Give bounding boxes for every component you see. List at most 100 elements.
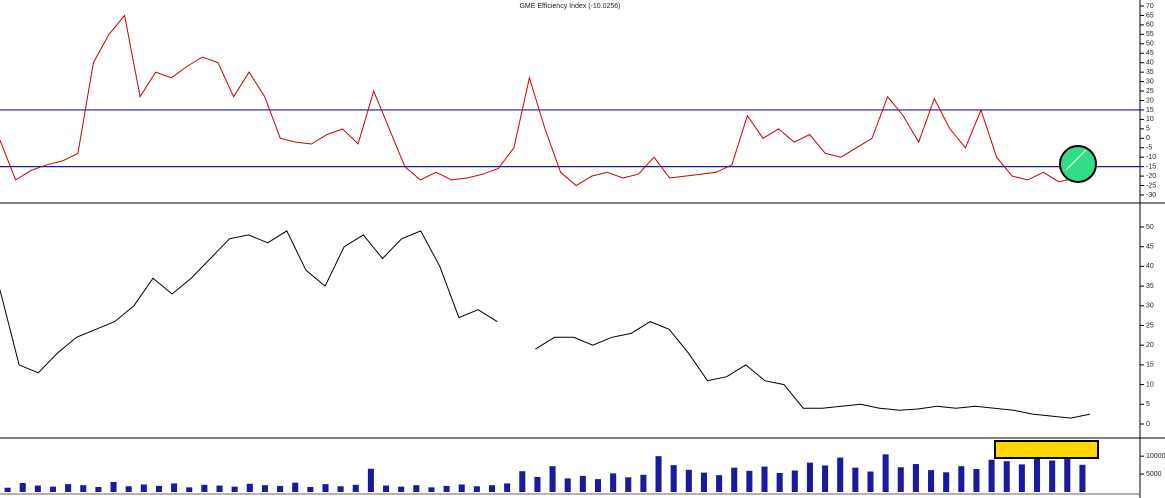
volume-bar xyxy=(519,471,526,492)
volume-bar xyxy=(413,485,420,492)
series-line xyxy=(0,230,1091,419)
volume-bar xyxy=(125,486,132,492)
volume-bar xyxy=(307,486,314,492)
volume-bar xyxy=(852,467,859,492)
volume-bar xyxy=(19,483,26,492)
y-tick-label: 35 xyxy=(1146,283,1154,290)
y-tick-label: 50 xyxy=(1146,41,1154,48)
volume-bar xyxy=(186,487,193,492)
arrow xyxy=(1065,149,1087,171)
volume-bar xyxy=(640,474,647,492)
volume-bar xyxy=(761,466,768,492)
volume-bar xyxy=(928,470,935,492)
volume-bar xyxy=(943,472,950,492)
volume-bar xyxy=(155,485,162,492)
volume-bar xyxy=(1049,460,1056,492)
volume-bar xyxy=(1064,459,1071,492)
volume-bar xyxy=(201,484,208,492)
volume-bar xyxy=(246,483,253,492)
volume-bar xyxy=(837,457,844,492)
volume-bar xyxy=(549,466,556,492)
volume-bar xyxy=(231,486,238,492)
marks: 7065605550454035302520151050-5-10-15-20-… xyxy=(0,3,1165,492)
volume-bar xyxy=(80,485,87,492)
volume-bar xyxy=(882,454,889,492)
y-tick-label: 30 xyxy=(1146,78,1154,85)
y-tick-label: 70 xyxy=(1146,3,1154,10)
volume-bar xyxy=(65,484,72,492)
volume-bar xyxy=(700,472,707,492)
volume-bar xyxy=(564,478,571,492)
volume-bar xyxy=(473,486,480,492)
y-tick-label: 60 xyxy=(1146,22,1154,29)
y-tick-label: 5000 xyxy=(1146,471,1162,478)
y-tick-label: -30 xyxy=(1146,192,1156,199)
volume-bar xyxy=(1033,456,1041,492)
volume-bar xyxy=(822,465,829,492)
y-tick-label: 20 xyxy=(1146,97,1154,104)
volume-bar xyxy=(579,475,586,492)
volume-bar xyxy=(988,459,995,492)
volume-bar xyxy=(322,484,329,492)
y-tick-label: 5 xyxy=(1146,401,1150,408)
volume-bar xyxy=(34,485,41,492)
y-tick-label: 5 xyxy=(1146,126,1150,133)
volume-bar xyxy=(49,486,57,492)
y-tick-label: 40 xyxy=(1146,60,1154,67)
volume-bar xyxy=(95,486,102,492)
volume-bar xyxy=(806,462,813,492)
y-tick-label: 0 xyxy=(1146,135,1150,142)
volume-bar xyxy=(1079,464,1086,492)
volume-bar xyxy=(140,484,147,492)
series-line xyxy=(0,14,1091,187)
volume-bar xyxy=(1003,461,1010,492)
volume-bar xyxy=(367,468,374,492)
volume-bar xyxy=(655,456,662,492)
volume-bar xyxy=(398,486,405,492)
highlight-circle xyxy=(1059,145,1097,183)
volume-bar xyxy=(383,485,390,492)
volume-bar xyxy=(337,486,344,492)
y-tick-label: 30 xyxy=(1146,303,1154,310)
volume-bar xyxy=(216,485,223,492)
y-tick-label: 25 xyxy=(1146,88,1154,95)
volume-bar xyxy=(292,482,299,492)
y-tick-label: 10 xyxy=(1146,381,1154,388)
volume-bar xyxy=(867,471,874,492)
volume-bar xyxy=(776,473,783,492)
y-tick-label: 40 xyxy=(1146,263,1154,270)
y-tick-label: 10000 xyxy=(1146,453,1165,460)
volume-bar xyxy=(277,485,284,492)
volume-bar xyxy=(594,479,602,492)
y-tick-label: -20 xyxy=(1146,173,1156,180)
volume-bar xyxy=(110,481,117,492)
volume-bar xyxy=(428,487,435,492)
volume-bar xyxy=(973,469,980,492)
volume-bar xyxy=(261,485,268,492)
volume-bar xyxy=(670,465,677,492)
volume-bar xyxy=(488,485,496,492)
volume-bar xyxy=(716,475,723,492)
volume-bar xyxy=(912,464,919,492)
y-tick-label: 10 xyxy=(1146,116,1154,123)
y-tick-label: 20 xyxy=(1146,342,1154,349)
volume-bar xyxy=(610,473,617,492)
volume-bar xyxy=(458,484,465,492)
volume-bar xyxy=(171,483,178,492)
y-tick-label: 50 xyxy=(1146,224,1154,231)
y-tick-label: 15 xyxy=(1146,362,1154,369)
y-tick-label: 0 xyxy=(1146,421,1150,428)
volume-bar xyxy=(4,487,11,492)
y-tick-label: 45 xyxy=(1146,244,1154,251)
volume-bar xyxy=(685,469,692,492)
y-tick-label: 25 xyxy=(1146,322,1154,329)
volume-bar xyxy=(625,477,632,492)
y-tick-label: -15 xyxy=(1146,163,1156,170)
y-tick-label: -25 xyxy=(1146,182,1156,189)
volume-bar xyxy=(897,467,904,492)
volume-bar xyxy=(352,484,359,492)
chart-title: GME Efficiency Index (-10.0256) xyxy=(519,3,620,10)
y-tick-label: -10 xyxy=(1146,154,1156,161)
